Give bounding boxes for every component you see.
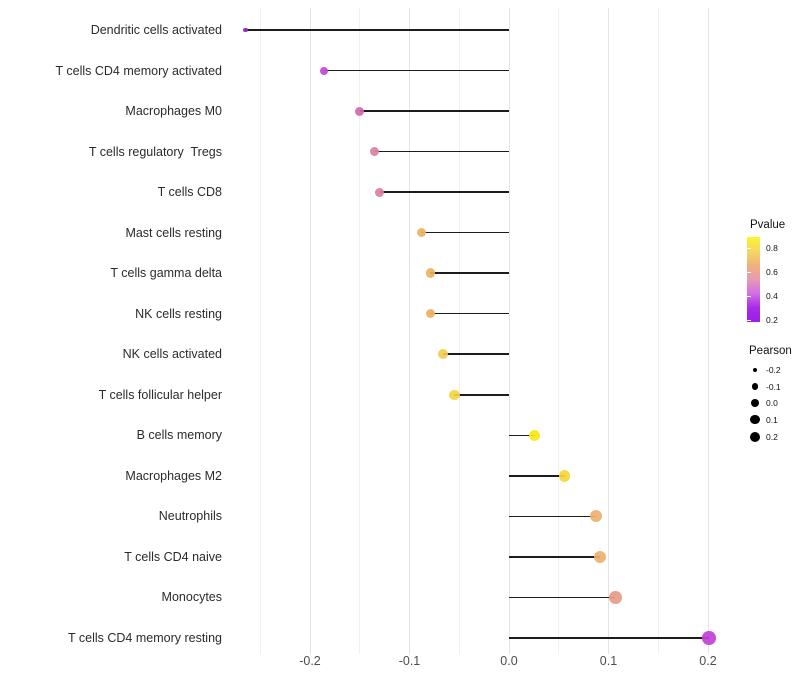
lollipop-stem (509, 475, 565, 477)
gridline-major (608, 8, 609, 654)
lollipop-point (558, 470, 571, 482)
lollipop-stem (509, 596, 616, 599)
lollipop-point (355, 106, 365, 116)
category-label: Macrophages M2 (125, 468, 222, 483)
lollipop-stem (509, 556, 600, 558)
lollipop-point (375, 187, 385, 197)
pvalue-legend-title: Pvalue (750, 219, 786, 231)
pearson-legend-title: Pearson (749, 345, 792, 357)
gridline-minor (359, 8, 361, 654)
category-label: T cells CD4 memory activated (55, 63, 223, 78)
lollipop-point (319, 66, 328, 75)
pvalue-tick-label: 0.6 (766, 266, 778, 277)
x-tick-label: -0.2 (299, 654, 321, 668)
lollipop-stem (421, 231, 509, 234)
lollipop-point (593, 550, 606, 563)
lollipop-stem (509, 515, 596, 518)
category-label: T cells CD4 naive (124, 549, 222, 564)
pearson-legend-dot (751, 383, 759, 390)
pearson-legend-label: 0.2 (766, 432, 778, 442)
category-label: Monocytes (161, 590, 222, 605)
category-label: T cells CD8 (157, 185, 222, 200)
lollipop-stem (374, 150, 509, 153)
category-label: T cells follicular helper (98, 387, 222, 402)
gridline-minor (558, 8, 560, 654)
lollipop-point (529, 429, 541, 441)
pearson-legend-dot (752, 367, 758, 373)
pearson-legend-dot (751, 399, 759, 407)
lollipop-stem (359, 110, 509, 112)
x-tick-label: 0.1 (599, 654, 618, 668)
lollipop-point (425, 268, 436, 278)
pvalue-tick-label: 0.4 (766, 291, 778, 302)
pvalue-colorbar (747, 237, 760, 322)
pearson-legend-dot (750, 414, 760, 425)
lollipop-stem (430, 272, 509, 274)
category-label: Macrophages M0 (125, 104, 222, 119)
category-label: NK cells resting (135, 306, 222, 321)
gridline-major (409, 8, 410, 654)
gridline-minor (657, 8, 659, 654)
gridline-minor (458, 8, 460, 654)
pvalue-tick-label: 0.2 (766, 315, 778, 326)
category-label: Dendritic cells activated (90, 23, 222, 37)
lollipop-stem (379, 191, 509, 193)
pvalue-colorbar-tick (747, 320, 751, 322)
gridline-major (707, 8, 709, 654)
pearson-legend-label: -0.2 (766, 365, 781, 375)
lollipop-point (589, 510, 602, 523)
lollipop-point (609, 591, 622, 604)
lollipop-stem (443, 353, 509, 355)
pearson-legend-label: -0.1 (766, 381, 781, 392)
category-label: T cells CD4 memory resting (68, 630, 222, 645)
gridline-major (508, 8, 510, 654)
lollipop-point (438, 349, 449, 360)
lollipop-stem (245, 29, 509, 31)
pvalue-colorbar-tick (747, 271, 751, 273)
pvalue-tick-label: 0.8 (766, 242, 778, 253)
pearson-legend-label: 0.0 (766, 398, 778, 408)
category-label: Neutrophils (158, 509, 222, 524)
pearson-legend-dot (749, 431, 761, 443)
x-tick-label: 0.0 (500, 654, 518, 668)
lollipop-stem (454, 394, 509, 396)
lollipop-point (416, 227, 427, 238)
x-tick-label: 0.2 (699, 654, 717, 668)
lollipop-point (243, 27, 248, 33)
lollipop-stem (430, 312, 509, 315)
pvalue-colorbar-tick (747, 296, 751, 298)
category-label: T cells regulatory Tregs (88, 144, 222, 159)
pearson-legend-label: 0.1 (766, 414, 778, 425)
lollipop-stem (509, 434, 535, 437)
gridline-major (309, 8, 311, 654)
lollipop-point (370, 147, 380, 157)
lollipop-stem (323, 69, 509, 72)
category-label: NK cells activated (122, 347, 222, 362)
pvalue-colorbar-tick (747, 247, 751, 249)
category-label: T cells gamma delta (110, 266, 222, 281)
lollipop-point (702, 631, 716, 645)
category-label: B cells memory (136, 428, 222, 443)
lollipop-point (425, 308, 436, 319)
lollipop-stem (509, 637, 709, 639)
lollipop-point (449, 389, 460, 401)
gridline-minor (259, 8, 261, 654)
x-tick-label: -0.1 (398, 654, 421, 668)
category-label: Mast cells resting (125, 225, 222, 240)
